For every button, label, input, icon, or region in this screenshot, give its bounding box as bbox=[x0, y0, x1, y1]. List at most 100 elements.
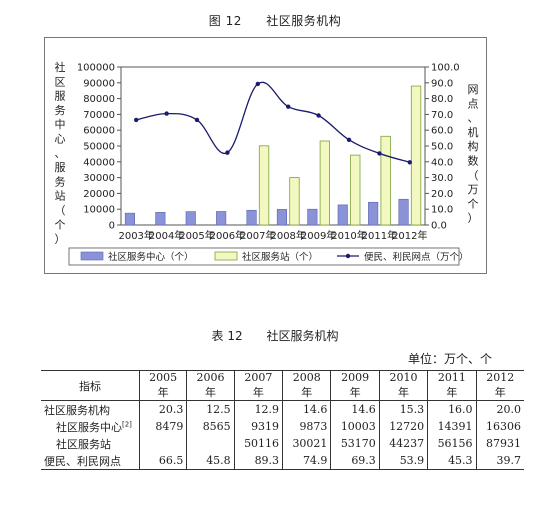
bar-service-center bbox=[216, 211, 227, 226]
x-tick-label: 2008年 bbox=[270, 229, 305, 242]
y-tick-label: 70000 bbox=[83, 110, 115, 121]
y-axis-title-char: 社 bbox=[55, 60, 66, 74]
y2-tick-label: 60.0 bbox=[431, 126, 453, 137]
header-year: 2009 年 bbox=[330, 370, 380, 401]
table-cell: 66.5 bbox=[138, 452, 187, 470]
bar-service-center bbox=[276, 209, 287, 226]
table-cell: 87931 bbox=[475, 435, 524, 452]
line-outlets bbox=[136, 81, 410, 163]
table-cell: 8479 bbox=[138, 418, 187, 435]
chart: 0 10000 20000 30000 40000 50000 60000 70000 8000… bbox=[55, 60, 479, 266]
y-axis-title-char: ） bbox=[55, 233, 66, 246]
bar-service-center bbox=[368, 201, 379, 226]
x-tick-label: 2005年 bbox=[179, 229, 214, 242]
y-tick-label: 40000 bbox=[83, 157, 115, 168]
line-point-outlets bbox=[164, 111, 169, 116]
bar-service-center bbox=[185, 211, 196, 226]
y2-tick-label: 50.0 bbox=[431, 142, 453, 153]
table-title: 表 12 社区服务机构 bbox=[0, 327, 550, 344]
x-tick-label: 2012年 bbox=[392, 229, 427, 242]
table-cell: 89.3 bbox=[233, 452, 283, 470]
table-cell: 14.6 bbox=[282, 400, 331, 418]
table-cell: 30021 bbox=[282, 435, 331, 452]
legend-label-service-center: 社区服务中心（个） bbox=[108, 251, 194, 263]
x-tick-label: 2010年 bbox=[331, 229, 366, 242]
bar-service-center bbox=[398, 198, 409, 226]
chart-frame: 0 10000 20000 30000 40000 50000 60000 70000 8000… bbox=[44, 37, 487, 274]
y2-tick-label: 10.0 bbox=[431, 205, 453, 216]
table-cell: 20.3 bbox=[138, 400, 187, 418]
table-cell: 74.9 bbox=[282, 452, 331, 470]
y-tick-label: 20000 bbox=[83, 189, 115, 200]
bar-service-center bbox=[307, 208, 318, 226]
header-year: 2008 年 bbox=[282, 370, 331, 401]
table-number: 表 12 bbox=[211, 329, 243, 343]
y-tick-label: 100000 bbox=[77, 63, 115, 74]
header-year: 2007 年 bbox=[233, 370, 283, 401]
plot-area bbox=[120, 66, 426, 226]
y2-axis-title-char: 万 bbox=[468, 183, 479, 196]
figure-number: 图 12 bbox=[208, 14, 242, 28]
table-cell: 16306 bbox=[475, 418, 524, 435]
legend-label-outlets: 便民、利民网点（万个） bbox=[364, 251, 469, 263]
legend-swatch-outlets-marker bbox=[345, 253, 351, 259]
table-cell: 9319 bbox=[233, 418, 283, 435]
y2-tick-label: 30.0 bbox=[431, 173, 453, 184]
y-axis-title-char: 服 bbox=[55, 90, 66, 103]
y2-axis-title-char: ） bbox=[468, 212, 479, 225]
y-axis-title-char: （ bbox=[55, 204, 66, 217]
table-cell bbox=[186, 435, 235, 452]
row-label-text: 社区服务机构 bbox=[44, 403, 110, 417]
y-axis-title-char: 、 bbox=[55, 147, 66, 160]
table-row: 便民、利民网点 66.5 45.8 89.3 74.9 69.3 53.9 45.3 39.7 bbox=[41, 452, 524, 470]
bar-service-center bbox=[124, 212, 135, 226]
header-year: 2011 年 bbox=[427, 370, 477, 401]
y2-tick-label: 80.0 bbox=[431, 94, 453, 105]
y2-tick-label: 70.0 bbox=[431, 110, 453, 121]
y-tick-label: 80000 bbox=[83, 94, 115, 105]
row-label: 社区服务机构 bbox=[41, 401, 140, 419]
table-cell: 45.8 bbox=[186, 452, 235, 470]
x-tick-label: 2009年 bbox=[301, 229, 336, 242]
bar-service-center bbox=[337, 204, 348, 226]
y2-axis-title-char: 、 bbox=[468, 112, 479, 125]
header-year: 2005 年 bbox=[138, 370, 187, 401]
footnote-marker: [2] bbox=[122, 419, 132, 428]
table-cell: 10003 bbox=[330, 418, 380, 435]
table-row: 社区服务站 50116 30021 53170 44237 56156 87931 bbox=[41, 435, 524, 452]
line-point-outlets bbox=[194, 117, 200, 123]
row-label-text: 社区服务站 bbox=[56, 437, 111, 451]
y-tick-label: 50000 bbox=[83, 142, 115, 153]
y-axis-title-char: 个 bbox=[55, 218, 66, 231]
table-cell: 20.0 bbox=[475, 400, 524, 418]
line-point-outlets bbox=[407, 160, 412, 165]
table-cell: 14.6 bbox=[330, 400, 380, 418]
line-point-outlets bbox=[286, 104, 291, 109]
table-cell: 12720 bbox=[378, 418, 428, 435]
line-point-outlets bbox=[316, 113, 321, 118]
table-cell: 69.3 bbox=[330, 452, 380, 470]
y2-axis-title-char: 个 bbox=[468, 197, 479, 210]
bar-service-station bbox=[410, 85, 422, 226]
y-axis-title-char: 心 bbox=[55, 133, 66, 146]
y2-axis-title-char: 点 bbox=[468, 97, 479, 110]
table-title-text: 社区服务机构 bbox=[266, 329, 339, 343]
y-axis-title-char: 中 bbox=[55, 118, 66, 131]
y-tick-label: 0 bbox=[109, 221, 115, 232]
y-tick-label: 60000 bbox=[83, 126, 115, 137]
table-cell: 12.5 bbox=[186, 400, 235, 418]
table-cell bbox=[138, 435, 187, 452]
row-label-text: 社区服务中心 bbox=[56, 420, 122, 434]
y2-axis-title-char: 网 bbox=[468, 83, 479, 96]
figure-title-text: 社区服务机构 bbox=[266, 14, 342, 28]
y2-axis-title-char: 机 bbox=[468, 125, 479, 139]
table-cell: 8565 bbox=[186, 418, 235, 435]
row-label-text: 便民、利民网点 bbox=[44, 454, 121, 468]
y2-tick-label: 90.0 bbox=[431, 78, 453, 89]
legend-label-service-station: 社区服务站（个） bbox=[242, 251, 318, 263]
unit-note: 单位：万个、个 bbox=[407, 352, 492, 366]
y2-axis-title-char: 构 bbox=[468, 139, 479, 153]
bar-service-station bbox=[350, 154, 361, 226]
